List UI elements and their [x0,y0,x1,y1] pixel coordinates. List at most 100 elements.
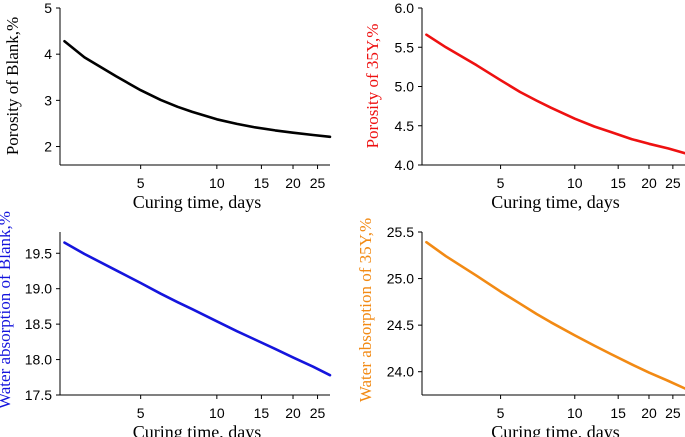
chart-panel-1: 2 3 4 5 5 10 15 20 25 Curing time, days Porosity o… [3,0,332,212]
x-tick-label: 10 [209,405,225,421]
y-tick-label: 5 [44,0,52,16]
x-tick-label: 25 [310,175,326,191]
data-point [610,131,612,133]
x-tick-label: 15 [254,405,270,421]
data-point [274,348,276,350]
x-tick-label: 15 [610,175,626,191]
data-point [292,132,294,134]
data-point [160,293,162,295]
x-tick-label: 5 [137,175,145,191]
data-point [274,129,276,131]
y-tick-label: 25.5 [387,224,414,240]
x-tick-label: 15 [254,175,270,191]
y-tick-label: 25.0 [387,271,414,287]
y-tick-label: 4.0 [395,157,415,173]
data-point [550,321,552,323]
x-tick-label: 10 [567,175,583,191]
data-point [312,366,314,368]
data-point [177,301,179,303]
data-point [536,313,538,315]
y-axis-label: Water absorption of 35Y,% [356,218,375,402]
x-axis-label: Curing time, days [133,422,262,437]
data-point [236,330,238,332]
data-point [312,134,314,136]
data-point [574,334,576,336]
y-axis-label: Water absorption of Blank,% [0,211,14,409]
data-point [83,253,86,255]
y-tick-label: 5.0 [395,79,415,95]
x-tick-label: 15 [610,405,626,421]
data-point [593,125,595,128]
y-axis-label: Porosity of Blank,% [3,17,22,155]
data-point [648,143,650,145]
data-point [329,136,331,138]
data-point [425,241,427,243]
data-point [253,126,255,128]
data-point [83,56,86,59]
data-point [536,100,538,102]
series-line [63,241,332,377]
data-point [500,79,502,81]
data-point [115,269,117,271]
y-tick-label: 3 [44,92,52,108]
chart-panel-2: 4.0 4.5 5.0 5.5 6.0 5 10 15 20 25 Curing time, day… [363,0,685,212]
x-axis-label: Curing time, days [491,422,620,437]
data-point [631,138,633,140]
x-tick-label: 10 [567,405,583,421]
y-tick-label: 4 [44,46,52,62]
series-line [425,240,685,390]
chart-panel-3: 17.5 18.0 18.5 19.0 19.5 5 10 15 20 25 Curing time… [0,211,332,437]
y-tick-label: 5.5 [395,39,415,55]
data-point [476,275,478,277]
data-point [519,91,521,93]
data-point [115,75,117,77]
y-tick-label: 19.5 [25,245,52,261]
data-point [191,111,193,113]
data-point [667,380,670,382]
data-point [610,353,612,355]
x-axis-label: Curing time, days [133,192,262,212]
x-tick-label: 10 [209,175,225,191]
data-point [631,363,633,365]
x-tick-label: 20 [285,405,301,421]
y-axis-label: Porosity of 35Y,% [363,24,382,149]
data-point [445,46,447,48]
y-tick-label: 18.5 [25,316,52,332]
series-line [425,33,685,155]
y-tick-label: 17.5 [25,387,52,403]
y-tick-label: 24.5 [387,317,414,333]
x-tick-label: 25 [310,405,326,421]
data-point [648,372,650,374]
data-point [476,64,478,66]
x-tick-label: 20 [641,175,657,191]
data-point [329,374,331,376]
x-axis-label: Curing time, days [491,192,620,212]
y-tick-label: 4.5 [395,118,415,134]
data-point [519,303,521,305]
data-point [292,356,294,358]
data-point [216,320,218,322]
x-tick-label: 25 [665,405,681,421]
x-tick-label: 5 [497,405,505,421]
data-point [667,147,670,150]
data-point [236,123,238,125]
y-tick-label: 19.0 [25,281,52,297]
data-point [140,89,142,91]
data-point [191,308,193,310]
x-tick-label: 20 [641,405,657,421]
data-point [574,118,576,120]
data-point [425,34,427,36]
data-point [593,345,595,347]
y-tick-label: 24.0 [387,364,414,380]
y-tick-label: 2 [44,139,52,155]
data-point [160,99,162,101]
x-tick-label: 20 [285,175,301,191]
y-tick-label: 18.0 [25,352,52,368]
data-point [500,291,502,293]
chart-panel-4: 24.0 24.5 25.0 25.5 5 10 15 20 25 Curing time, da… [356,218,685,437]
x-tick-label: 5 [137,405,145,421]
data-point [63,242,66,244]
data-point [445,255,447,257]
y-tick-label: 6.0 [395,0,415,16]
